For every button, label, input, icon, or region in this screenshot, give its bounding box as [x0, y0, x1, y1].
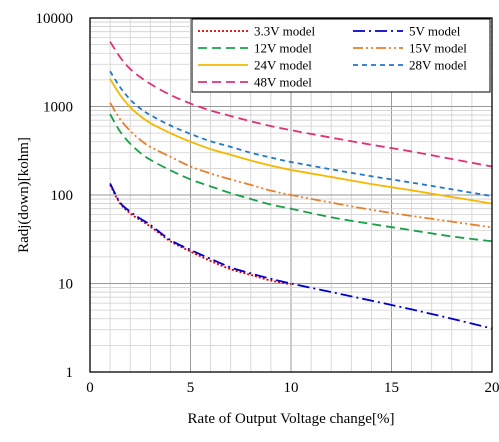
legend-label: 15V model — [409, 41, 467, 56]
legend-label: 12V model — [254, 41, 312, 56]
y-tick-label: 1 — [66, 365, 74, 381]
x-axis-title: Rate of Output Voltage change[%] — [188, 411, 395, 427]
legend-label: 48V model — [254, 75, 312, 90]
x-tick-label: 0 — [86, 380, 94, 396]
legend: 3.3V model 5V model 12V model 15V model 24V … — [192, 19, 490, 92]
legend-label: 3.3V model — [254, 24, 316, 39]
x-tick-label: 10 — [284, 380, 299, 396]
x-tick-label: 15 — [384, 380, 399, 396]
y-tick-label: 1000 — [43, 100, 73, 116]
y-tick-label: 10000 — [36, 11, 74, 27]
y-tick-label: 10 — [58, 277, 73, 293]
x-tick-label: 5 — [187, 380, 195, 396]
x-tick-label: 20 — [485, 380, 499, 396]
y-tick-label: 100 — [51, 188, 74, 204]
legend-label: 28V model — [409, 58, 467, 73]
legend-label: 24V model — [254, 58, 312, 73]
y-axis-title: Radj(down)[kohm] — [16, 137, 32, 253]
legend-label: 5V model — [409, 24, 461, 39]
